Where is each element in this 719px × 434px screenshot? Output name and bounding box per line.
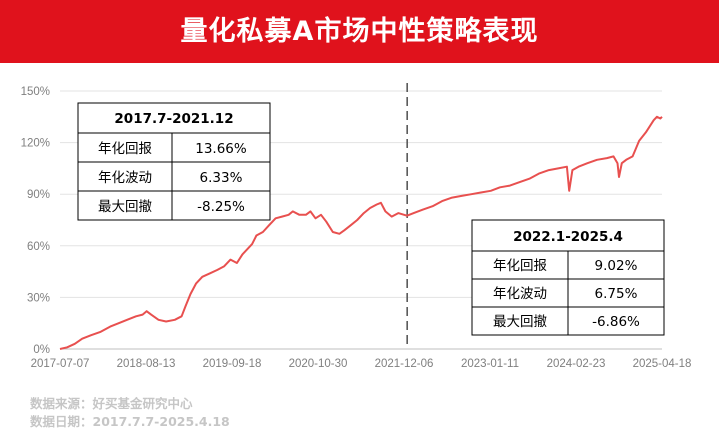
x-tick-label: 2024-02-23 [547,358,606,370]
y-tick-label: 120% [21,138,50,150]
y-axis: 0% 30% 60% 90% 120% 150% [21,86,50,356]
stats-value-annual-return: 9.02% [595,258,638,274]
stats-label-max-drawdown: 最大回撤 [98,199,152,215]
x-axis: 2017-07-07 2018-08-13 2019-09-18 2020-10-30… [31,358,692,370]
stats-panel-title: 2017.7-2021.12 [114,111,233,127]
stats-panel-title: 2022.1-2025.4 [513,229,623,245]
stats-label-max-drawdown: 最大回撤 [493,314,547,330]
x-tick-label: 2025-04-18 [633,358,692,370]
data-date-note: 数据日期：2017.7.7-2025.4.18 [30,414,230,429]
y-tick-label: 60% [27,241,50,253]
x-tick-label: 2018-08-13 [117,358,176,370]
stats-label-annual-return: 年化回报 [493,258,547,274]
stats-label-annual-volatility: 年化波动 [98,170,152,186]
x-tick-label: 2017-07-07 [31,358,90,370]
stats-value-annual-volatility: 6.75% [595,286,638,302]
y-tick-label: 0% [33,344,50,356]
data-source-note: 数据来源：好买基金研究中心 [30,396,193,411]
title-banner [0,0,719,63]
performance-chart: 0% 30% 60% 90% 120% 150% 2017-07-07 2018-08-13… [21,83,692,370]
y-tick-label: 150% [21,86,50,98]
stats-value-annual-return: 13.66% [195,141,247,157]
stats-panel-period-1: 2017.7-2021.12 年化回报 13.66% 年化波动 6.33% 最大… [77,102,271,221]
x-tick-label: 2023-01-11 [461,358,519,370]
x-tick-label: 2019-09-18 [203,358,262,370]
stats-value-annual-volatility: 6.33% [200,170,243,186]
stats-label-annual-return: 年化回报 [98,141,152,157]
stats-value-max-drawdown: -6.86% [592,314,640,330]
y-tick-label: 30% [27,292,50,304]
y-tick-label: 90% [27,189,50,201]
stats-label-annual-volatility: 年化波动 [493,286,547,302]
series-line [59,115,663,350]
x-tick-label: 2021-12-06 [375,358,434,370]
stats-value-max-drawdown: -8.25% [197,199,245,215]
x-tick-label: 2020-10-30 [289,358,348,370]
page-title: 量化私募A市场中性策略表现 [180,16,539,47]
stats-panel-period-2: 2022.1-2025.4 年化回报 9.02% 年化波动 6.75% 最大回撤… [471,219,665,336]
